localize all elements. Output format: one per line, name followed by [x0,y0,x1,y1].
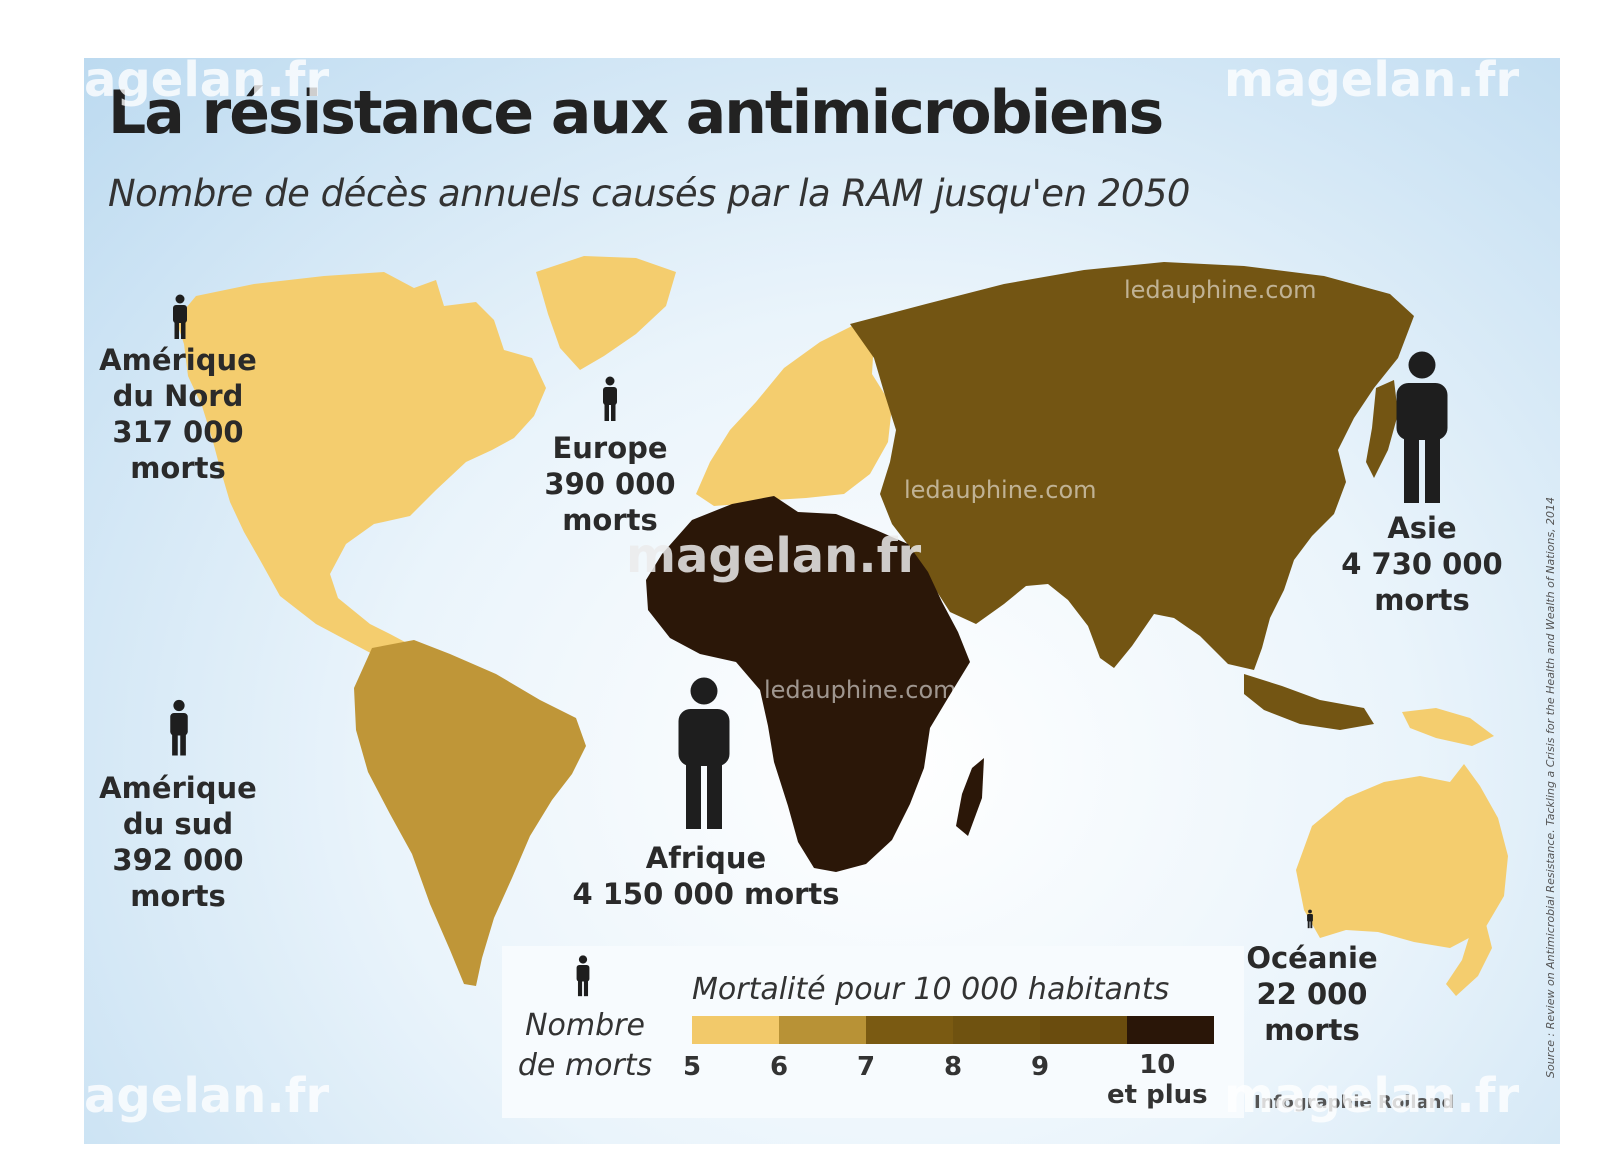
legend-tick-7: 7 [856,1052,876,1082]
map-indonesia [1244,674,1374,730]
person-icon-europe [603,376,617,421]
source-note: Source : Review on Antimicrobial Resista… [1544,496,1557,1078]
legend-tick-value: 10 [1139,1050,1176,1080]
legend-scale-title: Mortalité pour 10 000 habitants [692,972,1170,1007]
africa-deaths: 4 150 000 morts [572,877,840,911]
watermark-center: magelan.fr [626,528,922,584]
oceania-unit: morts [1264,1013,1360,1047]
page-subtitle: Nombre de décès annuels causés par la RA… [108,172,1190,215]
infographic-card: La résistance aux antimicrobiens Nombre … [84,58,1560,1144]
infographic-credit: Infographie Rolland [1254,1092,1455,1113]
asia-deaths: 4 730 000 [1341,547,1503,581]
north-america-name-2: du Nord [112,379,244,413]
map-oceania [1296,764,1508,948]
map-south-america [354,640,586,986]
label-north-america: Amérique du Nord 317 000 morts [99,342,257,486]
legend-swatch-2 [779,1016,866,1044]
legend-person-icon [576,955,590,997]
person-icon-asia [1396,351,1448,503]
map-north-america [176,272,546,666]
person-icon-africa [678,677,730,829]
africa-name: Afrique [645,841,767,875]
asia-name: Asie [1387,511,1457,545]
watermark-secondary-2: ledauphine.com [904,476,1097,504]
watermark-bottom-right: magelan.fr [1224,1068,1520,1124]
legend-tick-10: 10 et plus [1107,1050,1208,1110]
map-japan [1366,380,1398,478]
south-america-unit: morts [130,879,226,913]
label-africa: Afrique 4 150 000 morts [572,840,839,912]
watermark-top-right: magelan.fr [1224,58,1520,108]
legend-count-line-2: de morts [517,1048,653,1083]
label-oceania: Océanie 22 000 morts [1246,940,1377,1048]
legend-swatch-6 [1127,1016,1214,1044]
north-america-name-1: Amérique [99,343,257,377]
map-new-guinea [1402,708,1494,746]
page-title: La résistance aux antimicrobiens [108,78,1164,148]
south-america-name-2: du sud [122,807,234,841]
map-africa [646,496,970,872]
person-icon-south-america [170,699,188,756]
watermark-secondary-1: ledauphine.com [1124,276,1317,304]
europe-unit: morts [562,503,658,537]
watermark-bottom-left: magelan.fr [84,1068,330,1124]
legend-count-label: Nombre de morts [514,1006,656,1086]
oceania-deaths: 22 000 [1256,977,1368,1011]
map-europe [696,324,892,506]
legend-swatch-3 [866,1016,953,1044]
legend-color-scale [692,1016,1214,1044]
legend-tick-6: 6 [769,1052,789,1082]
label-south-america: Amérique du sud 392 000 morts [99,770,257,914]
world-map [176,256,1508,996]
map-greenland [536,256,676,370]
legend-swatch-5 [1040,1016,1127,1044]
legend-tick-9: 9 [1030,1052,1050,1082]
legend-swatch-4 [953,1016,1040,1044]
label-europe: Europe 390 000 morts [544,430,675,538]
south-america-deaths: 392 000 [112,843,244,877]
europe-name: Europe [552,431,668,465]
map-new-zealand [1446,924,1492,996]
watermark-secondary-3: ledauphine.com [764,676,957,704]
europe-deaths: 390 000 [544,467,676,501]
north-america-unit: morts [130,451,226,485]
legend-tick-8: 8 [943,1052,963,1082]
watermark-top-left: magelan.fr [84,58,330,108]
person-icon-north-america [173,294,187,339]
oceania-name: Océanie [1246,941,1378,975]
legend: Nombre de morts Mortalité pour 10 000 ha… [502,946,1244,1118]
legend-tick-suffix: et plus [1107,1080,1208,1110]
map-madagascar [956,758,984,836]
north-america-deaths: 317 000 [112,415,244,449]
legend-tick-5: 5 [682,1052,702,1082]
south-america-name-1: Amérique [99,771,257,805]
legend-swatch-1 [692,1016,779,1044]
label-asia: Asie 4 730 000 morts [1341,510,1502,618]
person-icon-oceania [1307,909,1313,929]
asia-unit: morts [1374,583,1470,617]
map-asia [850,262,1414,670]
legend-count-line-1: Nombre [525,1008,645,1043]
